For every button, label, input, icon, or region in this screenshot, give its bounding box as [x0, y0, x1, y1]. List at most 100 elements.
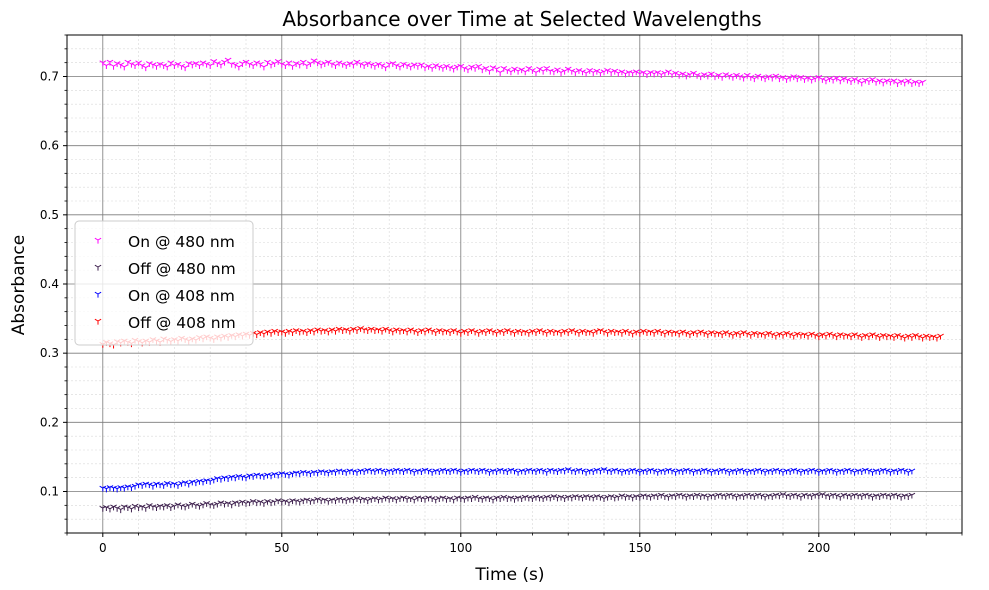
data-point — [428, 65, 436, 72]
legend-box — [74, 220, 254, 346]
data-point — [486, 68, 493, 75]
data-point — [346, 328, 354, 335]
data-point — [618, 69, 626, 76]
data-point — [149, 483, 157, 490]
x-tick-label: 200 — [807, 541, 830, 555]
y-tick-label: 0.4 — [40, 277, 59, 291]
data-point — [185, 481, 193, 488]
data-point — [285, 60, 293, 67]
data-point — [869, 77, 876, 83]
legend-label: On @ 480 nm — [128, 233, 235, 251]
series-layer — [99, 57, 944, 514]
data-point — [271, 61, 279, 67]
legend-label: Off @ 480 nm — [128, 260, 236, 278]
data-point — [457, 63, 465, 70]
data-point — [761, 332, 769, 339]
data-point — [500, 65, 508, 72]
data-point — [110, 63, 117, 70]
data-point — [106, 506, 114, 513]
data-point — [632, 69, 640, 76]
data-point — [450, 66, 458, 73]
data-point — [332, 328, 339, 335]
data-point — [482, 330, 490, 337]
y-tick-label: 0.2 — [40, 415, 59, 429]
data-point — [743, 72, 751, 79]
data-point — [919, 79, 927, 86]
data-point — [908, 335, 916, 341]
data-point — [260, 64, 268, 71]
data-point — [425, 63, 432, 70]
data-point — [475, 330, 483, 337]
data-point — [353, 328, 361, 334]
data-point — [518, 67, 526, 74]
data-point — [865, 334, 873, 341]
data-point — [163, 503, 171, 509]
data-point — [475, 63, 483, 70]
data-point — [450, 497, 458, 504]
data-point — [135, 60, 142, 67]
data-point — [102, 63, 110, 70]
data-point — [507, 69, 515, 76]
data-point — [285, 500, 293, 507]
x-tick-label: 150 — [628, 541, 651, 555]
legend-marker — [94, 237, 102, 244]
data-point — [99, 60, 107, 67]
data-point — [299, 59, 307, 66]
data-point — [253, 332, 261, 339]
x-tick-label: 100 — [449, 541, 472, 555]
data-point — [260, 501, 268, 507]
data-point — [611, 68, 619, 75]
data-point — [342, 63, 350, 70]
data-point — [836, 78, 844, 85]
data-point — [564, 66, 572, 73]
data-point — [815, 334, 823, 341]
legend-marker — [94, 318, 102, 325]
data-point — [174, 61, 182, 68]
data-point — [249, 63, 257, 70]
data-point — [904, 78, 912, 85]
legend-marker — [94, 291, 102, 298]
data-point — [876, 78, 884, 85]
data-point — [797, 494, 805, 501]
data-point — [561, 68, 569, 75]
data-point — [235, 64, 243, 71]
data-point — [718, 74, 726, 81]
data-point — [804, 333, 812, 340]
data-point — [131, 63, 139, 70]
data-point — [672, 70, 679, 77]
data-point — [908, 468, 916, 475]
data-point — [303, 330, 311, 337]
axis-ticks: 0 50 100 150 200 0.1 0.2 0.3 0.4 0.5 0.6 0.7 — [40, 34, 963, 555]
data-point — [382, 65, 390, 72]
data-point — [482, 65, 490, 72]
data-point — [142, 65, 150, 72]
data-point — [890, 335, 898, 341]
data-point — [790, 333, 798, 340]
data-point — [586, 68, 594, 74]
data-point — [894, 81, 901, 88]
data-point — [314, 60, 321, 67]
data-point — [557, 330, 565, 337]
data-point — [833, 334, 841, 341]
data-point — [690, 70, 697, 77]
data-point — [500, 330, 508, 337]
data-point — [310, 58, 318, 65]
data-point — [324, 329, 332, 336]
data-point — [471, 65, 479, 72]
data-point — [464, 330, 472, 337]
data-point — [296, 62, 304, 69]
data-point — [604, 68, 611, 74]
data-point — [736, 332, 744, 339]
data-point — [675, 331, 683, 338]
data-point — [332, 63, 339, 70]
data-point — [464, 67, 472, 74]
x-axis-label: Time (s) — [474, 565, 544, 585]
data-point — [536, 66, 543, 73]
data-point — [378, 63, 386, 70]
data-point — [643, 72, 651, 79]
data-point — [418, 62, 425, 69]
data-point — [543, 330, 551, 337]
data-point — [242, 475, 250, 482]
x-tick-label: 50 — [274, 541, 289, 555]
